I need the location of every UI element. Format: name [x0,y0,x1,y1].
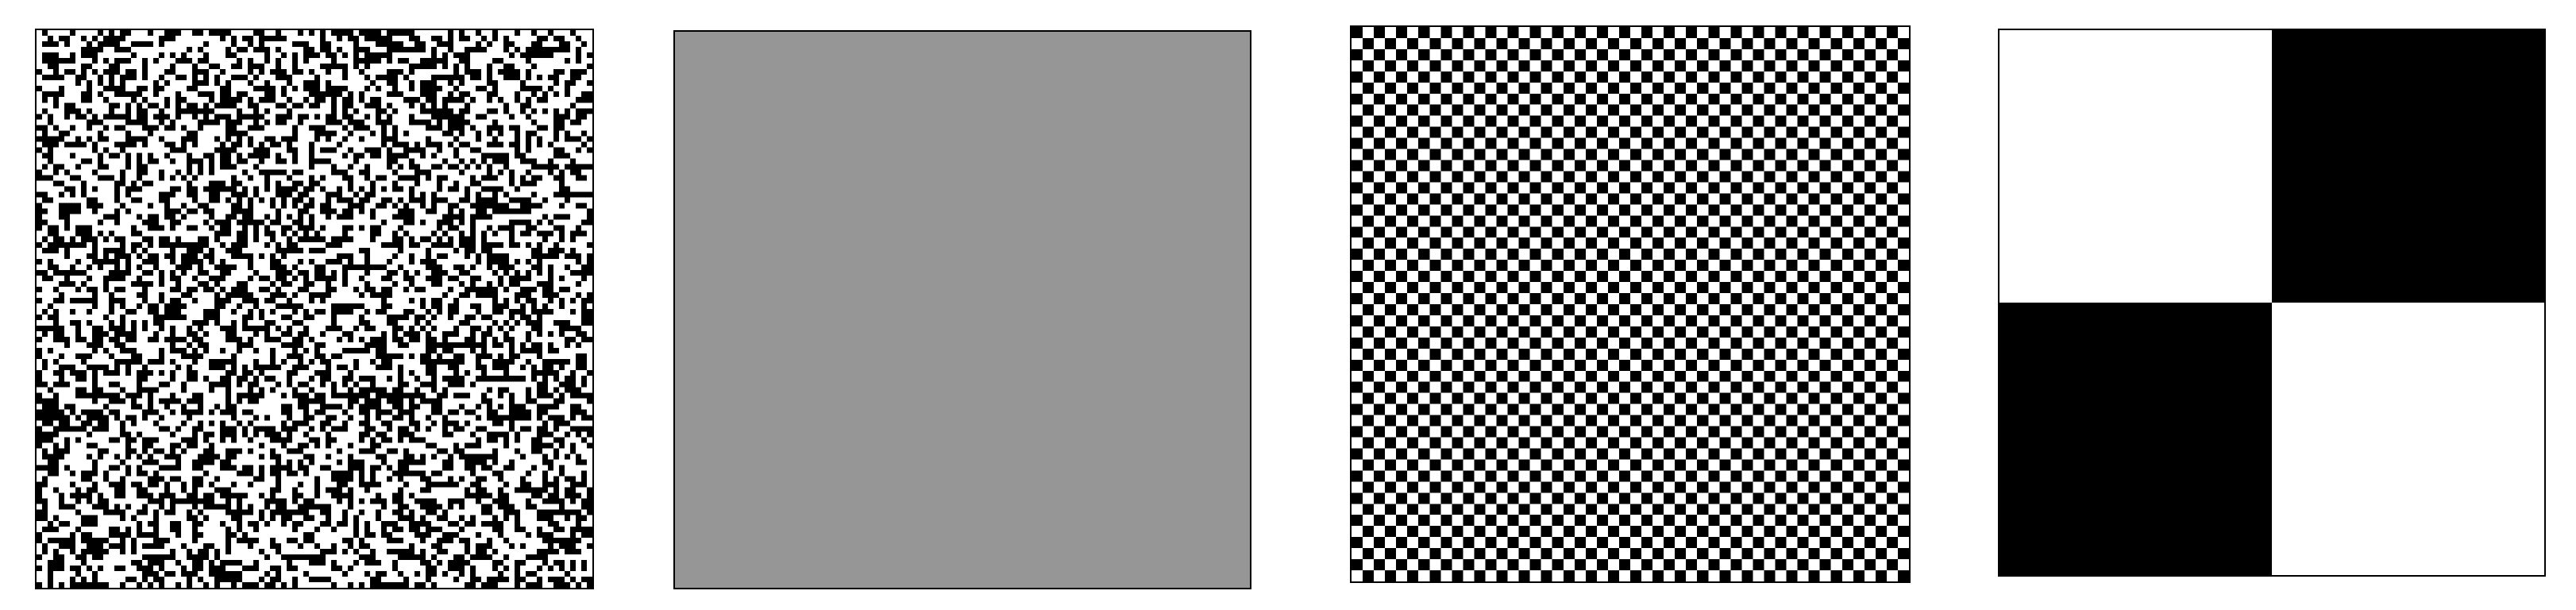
uniform-gray-panel [673,30,1251,589]
quadrant-checkerboard-panel [1998,29,2546,577]
random-noise-image [37,30,592,588]
uniform-gray-image [675,32,1250,588]
checkerboard-image [1352,27,1909,581]
random-noise-panel [35,29,594,589]
quadrant-checkerboard-image [1999,30,2544,575]
checkerboard-panel [1350,25,1911,583]
